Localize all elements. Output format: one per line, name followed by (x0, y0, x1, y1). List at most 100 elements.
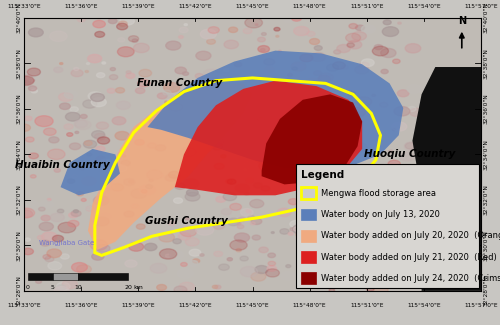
Circle shape (291, 62, 306, 71)
Circle shape (96, 122, 108, 129)
Circle shape (68, 220, 79, 227)
Circle shape (132, 39, 138, 42)
Circle shape (398, 256, 408, 262)
Circle shape (258, 97, 264, 101)
Circle shape (362, 174, 376, 182)
Circle shape (174, 198, 182, 203)
Circle shape (300, 169, 305, 173)
Circle shape (237, 223, 241, 225)
Circle shape (394, 208, 403, 214)
Circle shape (86, 279, 89, 280)
Circle shape (223, 193, 236, 201)
Circle shape (266, 269, 280, 277)
Circle shape (405, 143, 416, 149)
Circle shape (54, 67, 63, 72)
Circle shape (132, 204, 138, 208)
Circle shape (50, 31, 67, 42)
Text: 32°28'0"N: 32°28'0"N (16, 276, 21, 306)
Circle shape (340, 272, 354, 280)
Circle shape (340, 224, 353, 233)
Circle shape (240, 209, 254, 216)
Text: 32°30'0"N: 32°30'0"N (484, 230, 488, 261)
Circle shape (350, 142, 367, 152)
Circle shape (18, 124, 30, 131)
Circle shape (116, 165, 127, 172)
Circle shape (318, 75, 330, 83)
Circle shape (71, 211, 81, 216)
Circle shape (406, 259, 416, 265)
Circle shape (39, 222, 54, 231)
Text: 5: 5 (51, 285, 54, 290)
Circle shape (56, 282, 70, 291)
Circle shape (388, 259, 402, 268)
Text: 115°54'0"E: 115°54'0"E (407, 303, 440, 308)
Circle shape (70, 107, 78, 112)
Circle shape (84, 140, 96, 148)
Circle shape (188, 261, 198, 266)
Circle shape (168, 171, 180, 178)
Circle shape (83, 100, 97, 108)
Circle shape (40, 240, 50, 246)
Text: 32°38'0"N: 32°38'0"N (484, 48, 488, 79)
Circle shape (25, 238, 30, 241)
Circle shape (126, 73, 135, 78)
Circle shape (182, 72, 188, 75)
Circle shape (306, 263, 312, 267)
Circle shape (294, 149, 306, 156)
Circle shape (186, 238, 199, 246)
Circle shape (126, 71, 131, 74)
Circle shape (268, 121, 270, 122)
Circle shape (326, 64, 338, 71)
Text: 115°45'0"E: 115°45'0"E (236, 4, 270, 9)
Circle shape (402, 265, 418, 274)
Circle shape (354, 180, 360, 185)
Circle shape (174, 111, 192, 121)
Circle shape (252, 218, 262, 225)
FancyBboxPatch shape (302, 209, 316, 220)
Circle shape (19, 76, 34, 85)
Circle shape (180, 263, 187, 266)
Circle shape (95, 32, 104, 37)
Circle shape (372, 46, 388, 56)
Circle shape (148, 143, 156, 148)
Circle shape (116, 23, 128, 30)
Circle shape (142, 189, 147, 193)
Circle shape (223, 68, 229, 72)
Circle shape (405, 44, 421, 53)
Circle shape (392, 122, 407, 131)
Circle shape (381, 69, 388, 74)
Circle shape (75, 131, 78, 134)
Circle shape (398, 90, 409, 97)
Circle shape (72, 263, 88, 272)
Circle shape (370, 135, 373, 137)
Circle shape (296, 233, 302, 236)
Circle shape (115, 131, 130, 140)
Circle shape (295, 148, 302, 153)
Circle shape (195, 73, 203, 78)
Circle shape (245, 18, 262, 28)
Circle shape (154, 118, 170, 127)
Circle shape (283, 16, 294, 22)
Circle shape (121, 160, 130, 166)
Text: Huaibin Country: Huaibin Country (16, 160, 110, 170)
Circle shape (118, 47, 134, 57)
Circle shape (260, 48, 265, 51)
Circle shape (347, 238, 350, 240)
Circle shape (206, 131, 209, 133)
Circle shape (252, 235, 260, 240)
Circle shape (315, 244, 329, 252)
Circle shape (356, 97, 372, 106)
Circle shape (178, 233, 190, 240)
Circle shape (99, 159, 114, 168)
Circle shape (227, 258, 232, 261)
Circle shape (339, 130, 353, 139)
Circle shape (64, 124, 73, 129)
Text: 32°38'0"N: 32°38'0"N (16, 48, 21, 79)
Text: Funan Country: Funan Country (137, 78, 222, 88)
Circle shape (244, 192, 249, 195)
Circle shape (277, 153, 293, 162)
Circle shape (255, 24, 258, 25)
Circle shape (112, 117, 126, 125)
Circle shape (329, 289, 334, 292)
Circle shape (150, 120, 160, 125)
